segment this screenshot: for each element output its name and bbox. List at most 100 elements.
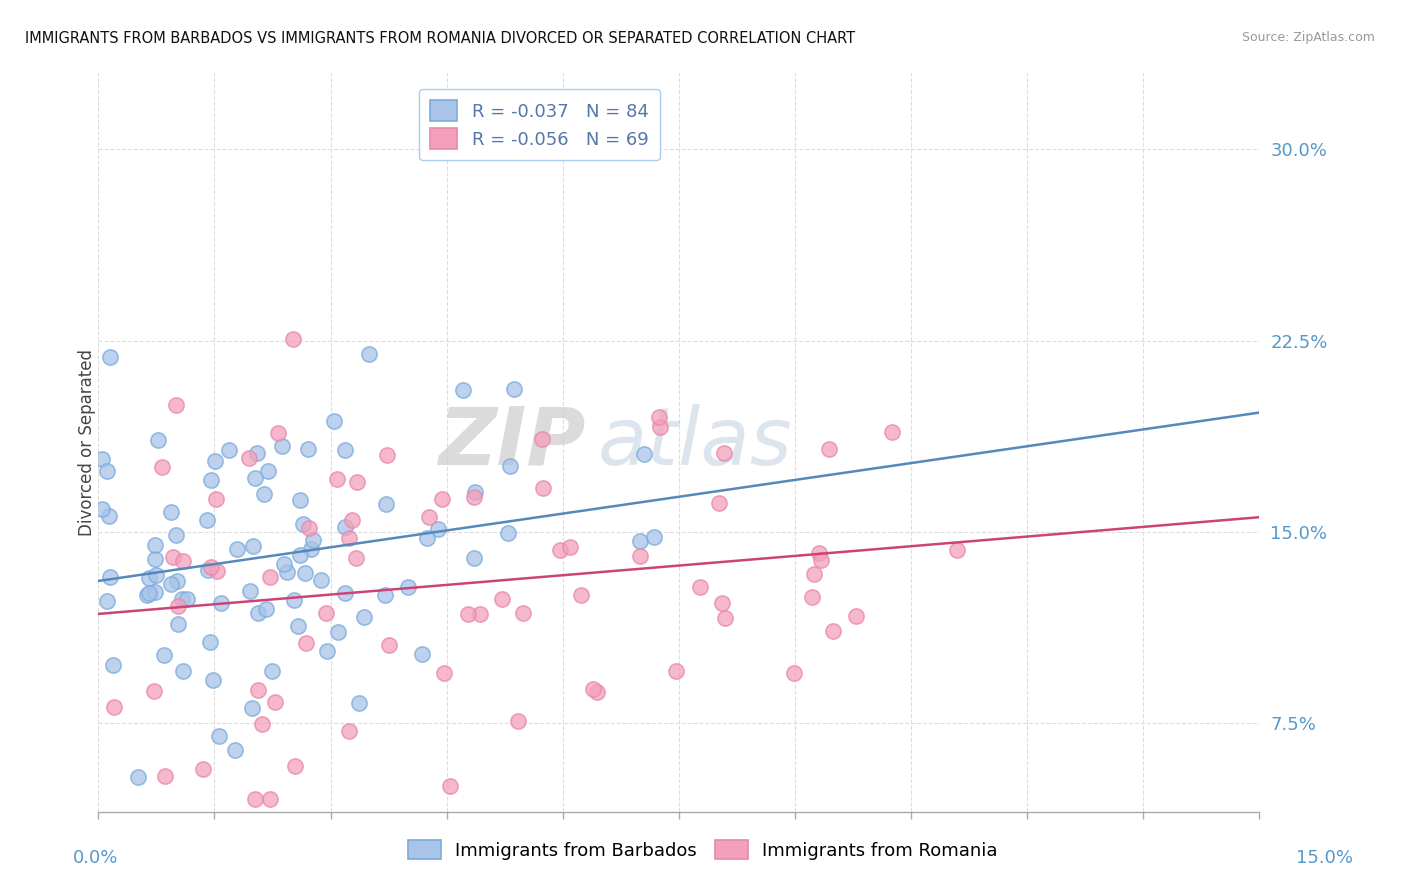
Point <box>463 551 485 566</box>
Point <box>508 714 530 729</box>
Point <box>558 540 581 554</box>
Point <box>326 624 349 639</box>
Point <box>491 592 513 607</box>
Point <box>166 616 188 631</box>
Point <box>713 610 735 624</box>
Point <box>326 472 349 486</box>
Legend: R = -0.037   N = 84, R = -0.056   N = 69: R = -0.037 N = 84, R = -0.056 N = 69 <box>419 89 659 160</box>
Point <box>710 596 733 610</box>
Point <box>432 492 454 507</box>
Point <box>145 568 167 582</box>
Point <box>287 619 309 633</box>
Point <box>810 553 832 567</box>
Point <box>337 531 360 545</box>
Point <box>880 425 903 439</box>
Point <box>396 580 419 594</box>
Point <box>464 485 486 500</box>
Point <box>301 533 323 548</box>
Point <box>262 664 284 678</box>
Point <box>569 588 592 602</box>
Point <box>297 442 319 456</box>
Point <box>284 758 307 772</box>
Point <box>411 647 433 661</box>
Point <box>136 588 159 602</box>
Point <box>347 696 370 710</box>
Point <box>689 580 711 594</box>
Point <box>96 594 118 608</box>
Point <box>205 564 228 578</box>
Point <box>98 570 121 584</box>
Point <box>200 559 222 574</box>
Point <box>245 471 267 485</box>
Text: Source: ZipAtlas.com: Source: ZipAtlas.com <box>1241 31 1375 45</box>
Point <box>643 530 665 544</box>
Point <box>628 534 651 549</box>
Point <box>197 563 219 577</box>
Point <box>160 505 183 519</box>
Point <box>283 592 305 607</box>
Point <box>375 498 398 512</box>
Text: 0.0%: 0.0% <box>73 849 118 867</box>
Point <box>103 699 125 714</box>
Point <box>374 588 396 602</box>
Point <box>291 516 314 531</box>
Point <box>97 509 120 524</box>
Point <box>357 347 380 361</box>
Point <box>160 576 183 591</box>
Point <box>502 382 524 396</box>
Point <box>378 638 401 652</box>
Point <box>167 599 190 613</box>
Point <box>96 464 118 478</box>
Point <box>335 520 357 534</box>
Point <box>198 635 221 649</box>
Point <box>145 552 167 566</box>
Point <box>808 546 831 560</box>
Point <box>170 591 193 606</box>
Point <box>267 425 290 440</box>
Point <box>259 569 281 583</box>
Legend: Immigrants from Barbados, Immigrants from Romania: Immigrants from Barbados, Immigrants fro… <box>401 833 1005 867</box>
Point <box>165 528 187 542</box>
Point <box>138 571 160 585</box>
Point <box>153 648 176 662</box>
Point <box>271 439 294 453</box>
Point <box>288 493 311 508</box>
Point <box>226 542 249 557</box>
Point <box>713 446 735 460</box>
Point <box>200 473 222 487</box>
Point <box>337 723 360 738</box>
Point <box>224 743 246 757</box>
Point <box>818 442 841 457</box>
Point <box>242 539 264 553</box>
Point <box>340 513 363 527</box>
Point <box>499 459 522 474</box>
Point <box>665 664 688 678</box>
Point <box>451 383 474 397</box>
Point <box>353 609 375 624</box>
Point <box>276 565 298 579</box>
Point <box>298 521 321 535</box>
Point <box>281 332 304 346</box>
Point <box>586 685 609 699</box>
Point <box>648 410 671 425</box>
Point <box>548 542 571 557</box>
Point <box>496 525 519 540</box>
Point <box>150 459 173 474</box>
Point <box>439 779 461 793</box>
Point <box>259 792 281 806</box>
Text: ZIP: ZIP <box>439 403 586 482</box>
Point <box>91 501 114 516</box>
Point <box>803 566 825 581</box>
Point <box>208 729 231 743</box>
Point <box>273 557 295 571</box>
Point <box>246 683 269 698</box>
Point <box>143 683 166 698</box>
Point <box>138 586 160 600</box>
Point <box>648 420 671 434</box>
Point <box>531 481 554 495</box>
Point <box>457 607 479 621</box>
Point <box>512 606 534 620</box>
Point <box>218 443 240 458</box>
Point <box>333 586 356 600</box>
Point <box>470 607 492 622</box>
